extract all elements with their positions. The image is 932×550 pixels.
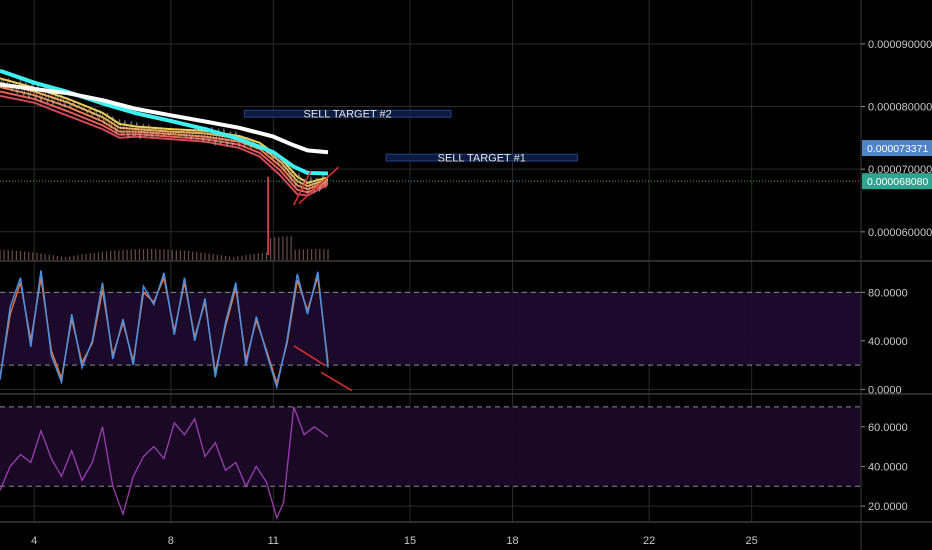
x-tick-label: 4 [31,535,37,547]
indicator-bands [0,291,861,487]
stoch-tick-label: 80.0000 [868,287,908,299]
rsi-panel [0,406,329,520]
stoch-tick-label: 40.0000 [868,336,908,348]
stochastic-panel [0,270,353,392]
annotations: 0.000073371 0.000068080 SELL TARGET #2 SELL… [243,109,932,190]
price-wedge-line-1 [293,170,312,206]
price-tick-label: 0.000070000 [868,164,932,176]
x-tick-label: 22 [643,535,655,547]
price-badge-label: 0.000068080 [867,176,928,188]
sell-target-box-2 [385,153,578,162]
stoch-k-line [0,270,329,390]
stoch-wedge-line-1 [293,345,325,366]
price-wedge-line-2 [298,166,339,205]
rsi-tick-label: 60.0000 [868,422,908,434]
price-panel [0,68,861,260]
price-badge-label: 0.000073371 [867,143,928,155]
rsi-band-fill [0,406,861,487]
ema-white [0,82,329,155]
rsi-line [0,406,329,520]
price-tick-label: 0.000090000 [868,39,932,51]
price-badge-1 [862,140,932,157]
sell-target-box-1 [243,109,452,118]
ema-ribbon-4 [0,90,329,194]
x-tick-label: 8 [168,535,174,547]
price-tick-label: 0.000060000 [868,227,932,239]
rsi-tick-label: 40.0000 [868,461,908,473]
stoch-d-line [0,275,329,387]
stoch-wedge-line-2 [320,371,353,392]
ema-ribbon-5 [0,94,329,197]
price-badge-2 [862,173,932,190]
sell-target-label: SELL TARGET #2 [304,109,392,121]
x-tick-label: 25 [746,535,758,547]
stoch-band-fill [0,292,861,366]
ema-cyan [0,68,329,176]
price-candles [0,78,327,196]
x-tick-label: 18 [506,535,518,547]
rsi-tick-label: 20.0000 [868,501,908,513]
sell-target-label: SELL TARGET #1 [438,153,526,165]
x-tick-label: 15 [404,535,416,547]
stoch-tick-label: 0.0000 [868,384,902,396]
x-tick-label: 11 [268,535,279,547]
price-tick-label: 0.000080000 [868,102,932,114]
ema-ribbon-3 [0,86,329,191]
